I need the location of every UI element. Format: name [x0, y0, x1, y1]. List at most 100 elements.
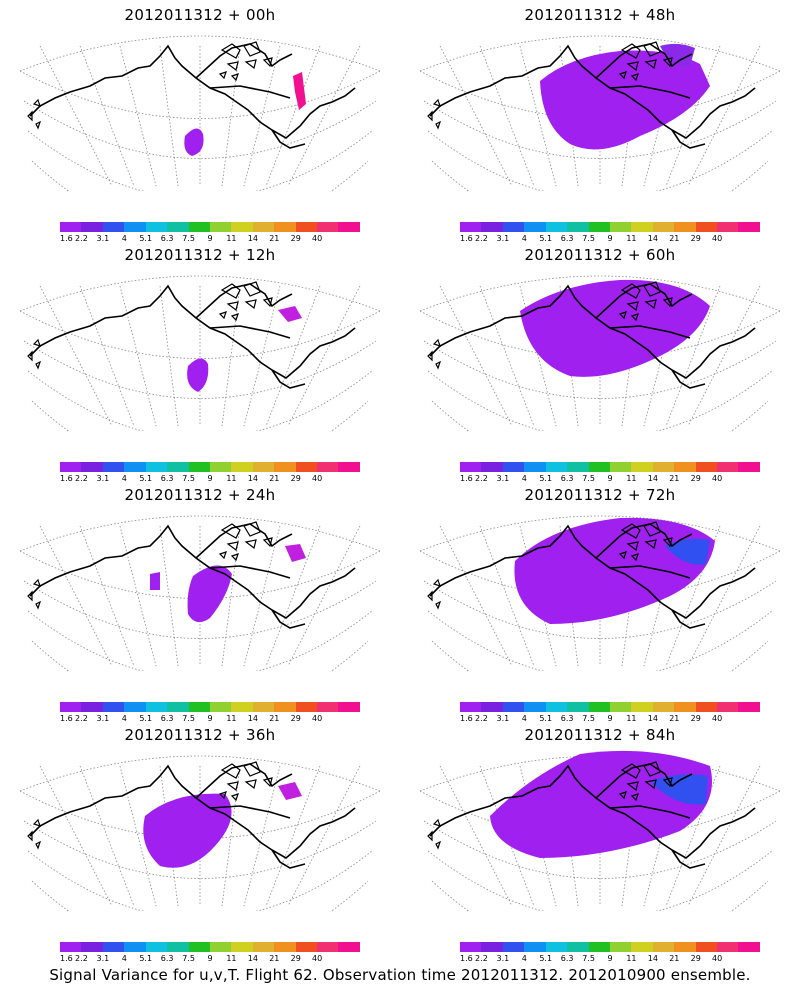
arctic-islands [618, 521, 673, 562]
colorbar-label: 3.1 [96, 954, 110, 963]
variance-area [665, 538, 710, 565]
colorbar-label: 7.5 [182, 714, 195, 723]
colorbar-label: 29 [690, 714, 701, 723]
colorbar-swatch [738, 942, 760, 952]
colorbar-swatch [674, 222, 696, 232]
colorbar-label: 11 [626, 954, 637, 963]
colorbar-label: 40 [312, 474, 323, 483]
colorbar-labels: 1.6 2.2 3.1 4 5.1 6.3 7.5 9 11 14 21 29 40 [460, 954, 760, 966]
variance-area [285, 544, 306, 562]
colorbar-label: 21 [669, 234, 680, 243]
colorbar-swatch [588, 222, 610, 232]
colorbar-swatch [738, 702, 760, 712]
colorbar-label: 2.2 [75, 234, 88, 243]
colorbar-swatch [481, 222, 503, 232]
colorbar-label: 3.1 [496, 234, 510, 243]
colorbar-label: 1.6 [460, 714, 473, 723]
colorbar-label: 14 [247, 474, 258, 483]
colorbar-label: 1.6 [60, 714, 73, 723]
colorbar-swatch [609, 702, 632, 712]
colorbar-swatch [81, 222, 103, 232]
colorbar-label: 40 [712, 234, 723, 243]
colorbar-label: 11 [626, 234, 637, 243]
colorbar-swatch [252, 702, 275, 712]
colorbar-label: 9 [607, 954, 613, 963]
colorbar-label: 2.2 [75, 474, 88, 483]
colorbar [460, 702, 760, 712]
colorbar-labels: 1.6 2.2 3.1 4 5.1 6.3 7.5 9 11 14 21 29 40 [60, 234, 360, 246]
aleutian-islands [27, 338, 42, 370]
colorbar-swatch [717, 702, 739, 712]
colorbar-swatch [295, 222, 318, 232]
colorbar-label: 40 [312, 954, 323, 963]
colorbar-label: 5.1 [139, 954, 153, 963]
colorbar-swatch [124, 942, 146, 952]
colorbar-label: 1.6 [460, 954, 473, 963]
colorbar-labels: 1.6 2.2 3.1 4 5.1 6.3 7.5 9 11 14 21 29 40 [460, 234, 760, 246]
arctic-islands [618, 281, 673, 322]
colorbar-label: 3.1 [96, 234, 110, 243]
colorbar-swatch [652, 942, 675, 952]
colorbar-label: 2.2 [475, 714, 488, 723]
colorbar-swatch [81, 462, 103, 472]
colorbar-label: 11 [226, 474, 237, 483]
colorbar-label: 4 [121, 714, 127, 723]
colorbar [60, 222, 360, 232]
colorbar-swatch [567, 942, 589, 952]
arctic-islands [218, 281, 273, 322]
colorbar-swatch [102, 702, 125, 712]
colorbar-swatch [545, 702, 568, 712]
colorbar-label: 14 [647, 714, 658, 723]
colorbar-label: 7.5 [582, 234, 595, 243]
colorbar-label: 11 [626, 474, 637, 483]
colorbar-swatch [231, 222, 253, 232]
colorbar-label: 9 [607, 474, 613, 483]
forecast-panel-48h: 2012011312 + 48h 1.6 2.2 3.1 4 5.1 6.3 7.5 9 11 14… [400, 0, 800, 250]
colorbar-swatch [209, 462, 232, 472]
colorbar-swatch [317, 462, 339, 472]
colorbar-label: 7.5 [582, 954, 595, 963]
colorbar-swatch [124, 462, 146, 472]
colorbar-swatch [102, 942, 125, 952]
colorbar-swatch [317, 222, 339, 232]
coastline [29, 283, 356, 389]
colorbar-label: 14 [247, 954, 258, 963]
colorbar-swatch [252, 942, 275, 952]
aleutian-islands [427, 818, 442, 850]
colorbar-swatch [167, 942, 189, 952]
colorbar-label: 21 [269, 234, 280, 243]
colorbar-swatch [674, 942, 696, 952]
colorbar-swatch [695, 222, 718, 232]
colorbar-swatch [167, 702, 189, 712]
colorbar-swatch [502, 462, 525, 472]
variance-area [650, 774, 708, 805]
colorbar-swatch [460, 942, 482, 952]
colorbar-swatch [460, 222, 482, 232]
colorbar-swatch [481, 942, 503, 952]
colorbar-swatch [102, 462, 125, 472]
colorbar-swatch [631, 942, 653, 952]
coastline [29, 43, 356, 149]
colorbar-label: 3.1 [96, 474, 110, 483]
colorbar-swatch [274, 942, 296, 952]
colorbar-label: 2.2 [475, 234, 488, 243]
variance-area [540, 50, 710, 150]
colorbar-swatch [524, 702, 546, 712]
colorbar-label: 6.3 [160, 234, 174, 243]
colorbar-label: 9 [607, 714, 613, 723]
colorbar-swatch [231, 702, 253, 712]
colorbar-swatch [252, 462, 275, 472]
colorbar-swatch [274, 222, 296, 232]
colorbar-swatch [209, 222, 232, 232]
colorbar [460, 222, 760, 232]
colorbar-swatch [274, 462, 296, 472]
colorbar-swatch [695, 942, 718, 952]
colorbar-label: 14 [647, 474, 658, 483]
colorbar-swatch [317, 942, 339, 952]
colorbar-label: 11 [226, 714, 237, 723]
colorbar-label: 9 [207, 714, 213, 723]
colorbar-swatch [524, 462, 546, 472]
colorbar-swatch [338, 462, 360, 472]
figure-caption: Signal Variance for u,v,T. Flight 62. Ob… [49, 966, 751, 984]
polar-map [419, 750, 781, 911]
